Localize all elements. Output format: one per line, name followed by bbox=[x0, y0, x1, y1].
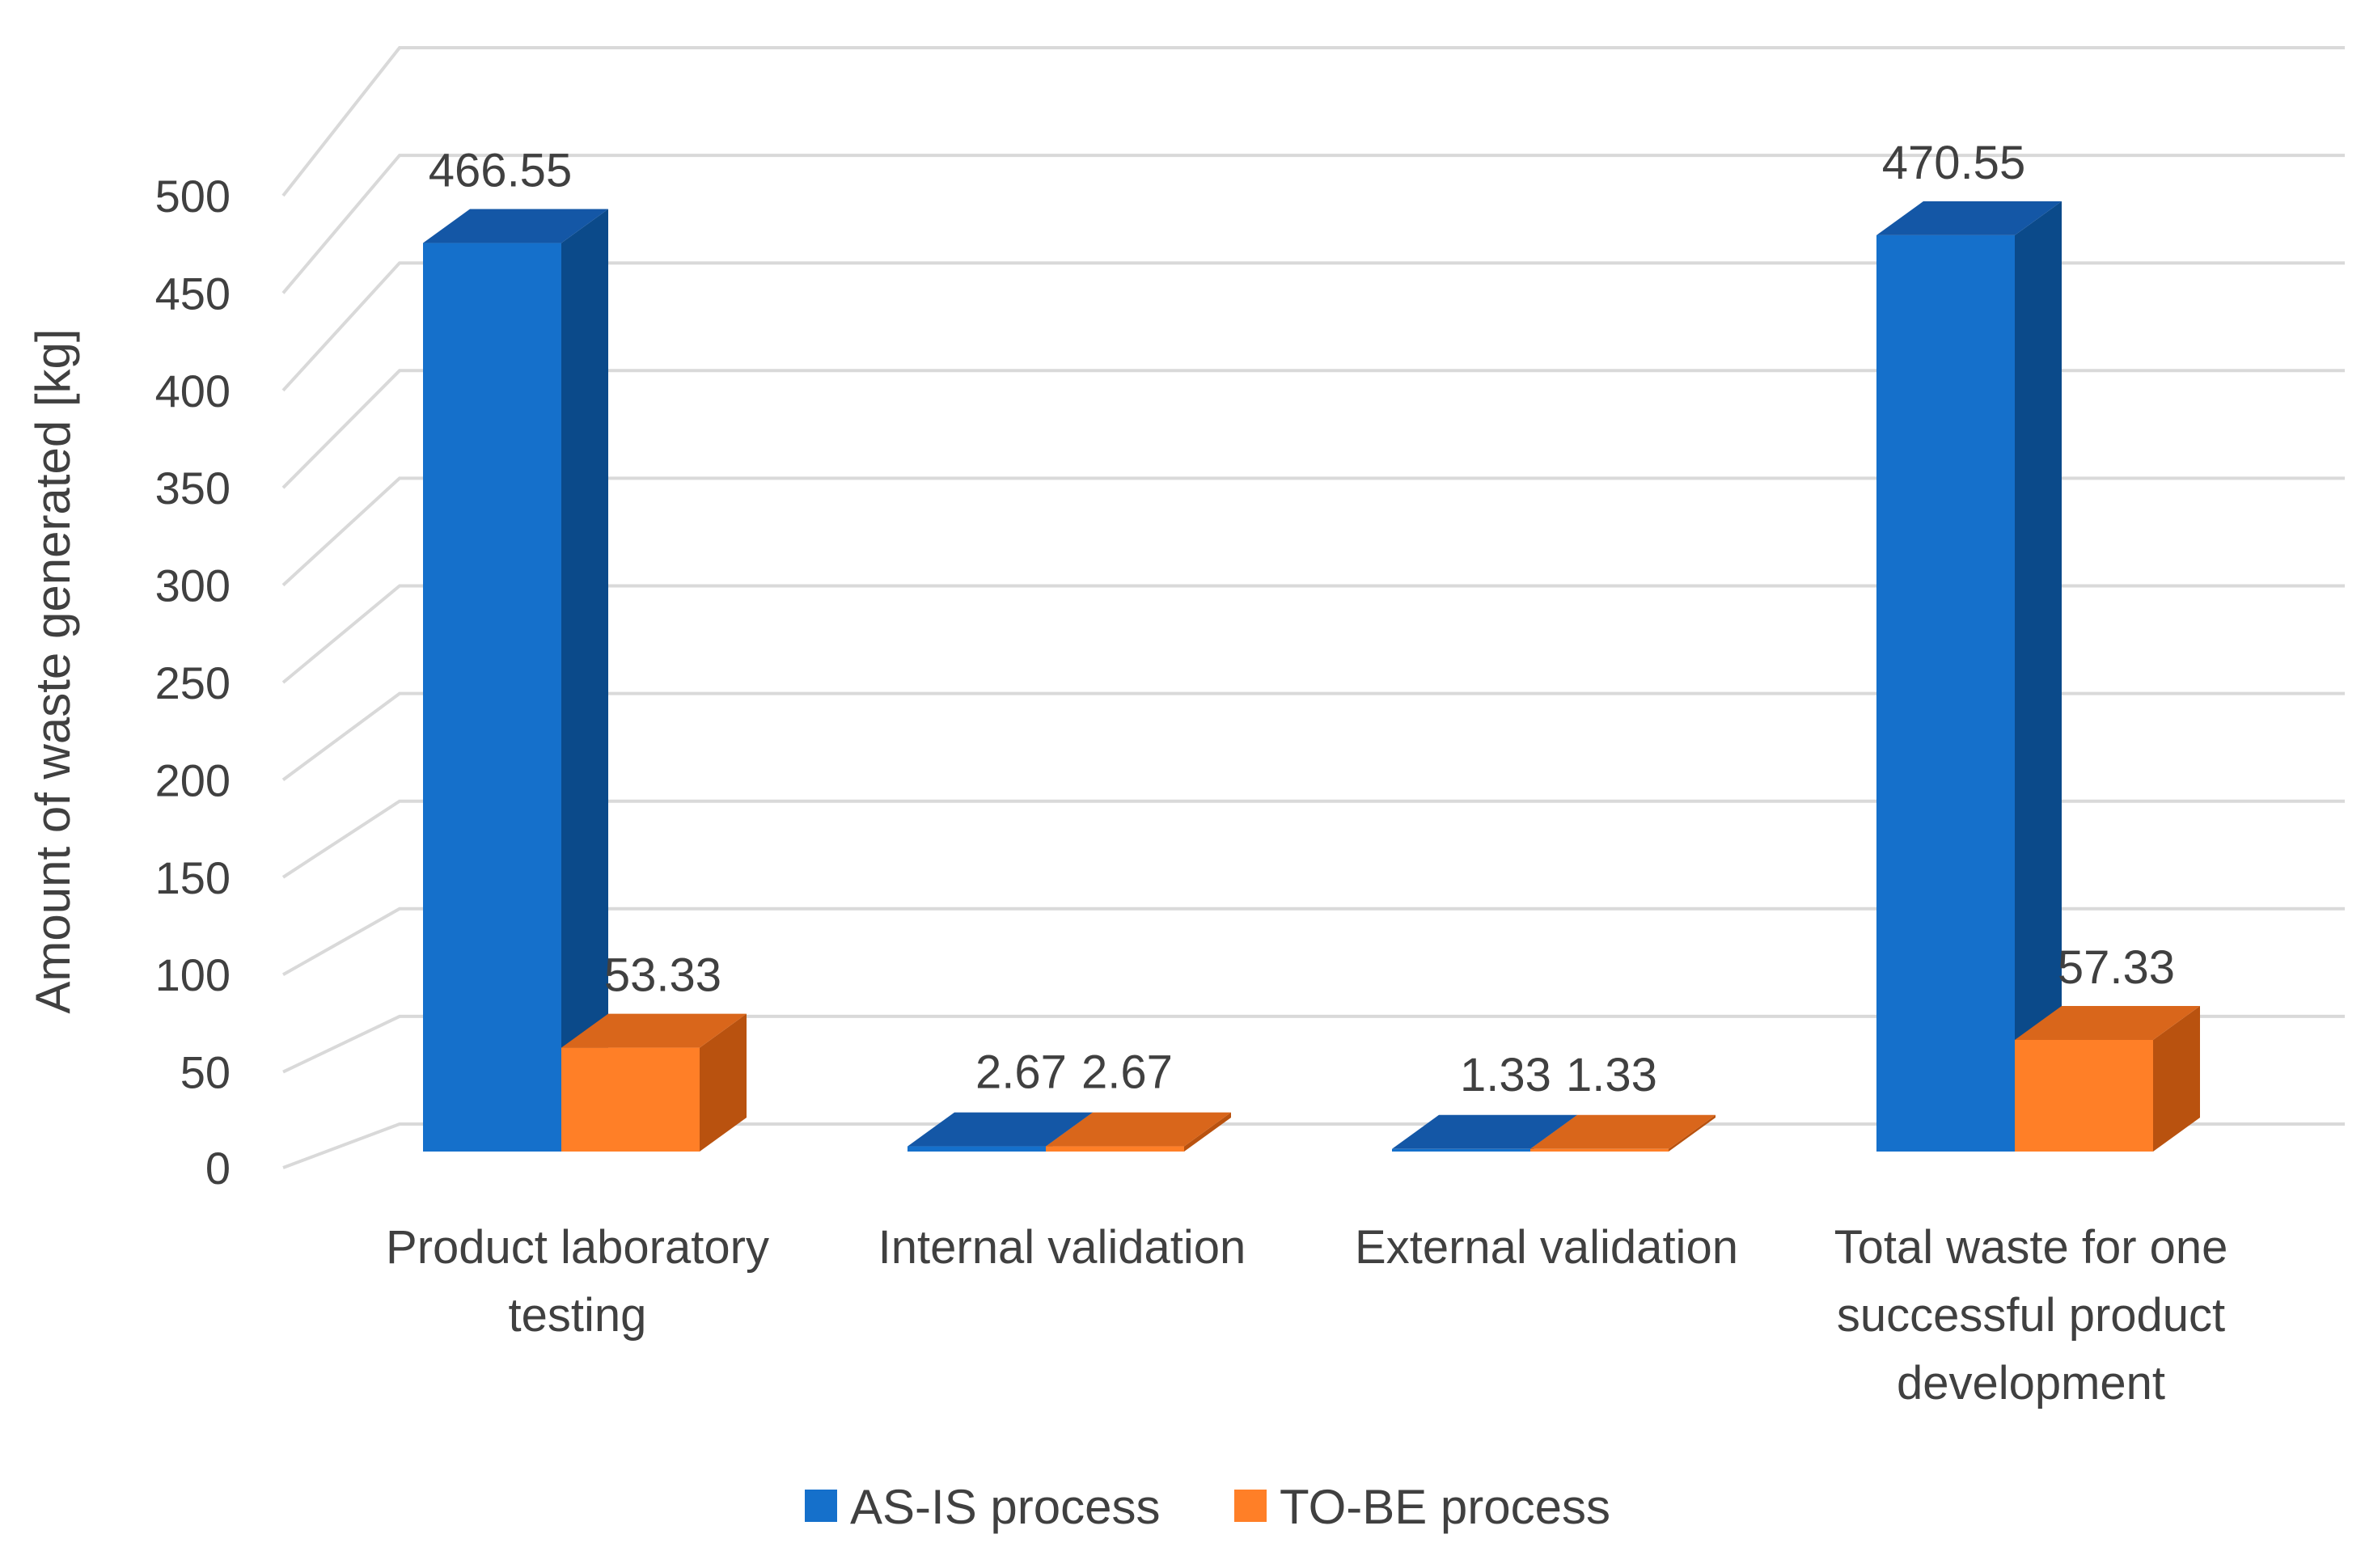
bar-top-face bbox=[561, 1013, 747, 1048]
gridline-200 bbox=[281, 691, 2345, 782]
bar-front-face bbox=[2015, 1039, 2153, 1152]
y-tick-label-150: 150 bbox=[155, 852, 231, 903]
bar-front-face bbox=[1530, 1148, 1669, 1152]
bar-top-face bbox=[1046, 1112, 1231, 1147]
gridline-150 bbox=[281, 799, 2345, 879]
legend-item-0[interactable]: AS-IS process bbox=[805, 1480, 1160, 1534]
bar-top-face bbox=[2015, 1005, 2200, 1040]
x-category-label-0: Product laboratory testing bbox=[386, 1221, 769, 1342]
y-tick-label-250: 250 bbox=[155, 657, 231, 708]
x-category-label-3: Total waste for one successful product dev… bbox=[1834, 1221, 2228, 1410]
y-tick-label-50: 50 bbox=[180, 1047, 231, 1098]
gridline-300 bbox=[281, 476, 2345, 587]
gridline-400 bbox=[281, 261, 2345, 392]
bar-top-face bbox=[1530, 1114, 1716, 1149]
gridlines bbox=[281, 46, 2345, 1169]
x-category-label-1: Internal validation bbox=[878, 1221, 1246, 1274]
bar-top-face bbox=[1392, 1114, 1577, 1149]
bar-front-face bbox=[908, 1146, 1046, 1152]
bar-front-face bbox=[1392, 1148, 1530, 1152]
y-tick-label-350: 350 bbox=[155, 463, 231, 514]
data-label-0-1: 2.67 bbox=[975, 1046, 1067, 1099]
y-tick-label-100: 100 bbox=[155, 949, 231, 1000]
bar-side-face bbox=[2153, 1005, 2200, 1152]
bar-side-face bbox=[700, 1013, 747, 1152]
data-label-0-2: 1.33 bbox=[1460, 1049, 1551, 1101]
bar-to-be-process-2[interactable] bbox=[1530, 1114, 1716, 1152]
bar-to-be-process-3[interactable] bbox=[2015, 1005, 2200, 1152]
legend: AS-IS process TO-BE process bbox=[805, 1480, 1610, 1534]
gridline-100 bbox=[282, 907, 2345, 976]
bar-as-is-process-0[interactable] bbox=[423, 209, 608, 1152]
y-tick-label-300: 300 bbox=[155, 560, 231, 611]
gridline-500 bbox=[281, 46, 2345, 197]
bar-front-face bbox=[561, 1047, 700, 1152]
bar-side-face bbox=[2015, 201, 2062, 1152]
gridline-250 bbox=[281, 584, 2345, 684]
data-label-1-3: 57.33 bbox=[2058, 941, 2175, 994]
bar-top-face bbox=[1876, 201, 2062, 235]
y-axis-title: Amount of waste generated [kg] bbox=[26, 328, 80, 1013]
bar-to-be-process-1[interactable] bbox=[1046, 1112, 1231, 1152]
legend-label: TO-BE process bbox=[1280, 1480, 1610, 1534]
bar-front-face bbox=[1876, 235, 2015, 1152]
bar-to-be-process-0[interactable] bbox=[561, 1013, 747, 1152]
bar-front-face bbox=[1046, 1146, 1184, 1152]
gridline-350 bbox=[281, 369, 2345, 489]
x-category-label-2: External validation bbox=[1355, 1221, 1738, 1274]
bar-top-face bbox=[908, 1112, 1093, 1147]
data-label-0-0: 466.55 bbox=[429, 145, 572, 197]
bar-as-is-process-3[interactable] bbox=[1876, 201, 2062, 1152]
gridline-50 bbox=[282, 1014, 2345, 1074]
data-label-1-1: 2.67 bbox=[1081, 1046, 1173, 1099]
bar-front-face bbox=[423, 243, 561, 1152]
bar-top-face bbox=[423, 209, 608, 243]
y-tick-label-500: 500 bbox=[155, 171, 231, 222]
legend-label: AS-IS process bbox=[850, 1480, 1160, 1534]
y-tick-label-400: 400 bbox=[155, 366, 231, 416]
data-label-1-0: 53.33 bbox=[604, 949, 721, 1002]
gridline-450 bbox=[281, 154, 2345, 294]
data-labels: 466.55 53.33 2.67 2.67 1.33 1.33 470.55 57.33 bbox=[429, 137, 2175, 1101]
bar-side-face bbox=[561, 209, 608, 1152]
y-tick-label-200: 200 bbox=[155, 754, 231, 805]
bars bbox=[423, 201, 2200, 1152]
legend-swatch bbox=[805, 1490, 837, 1522]
bar-side-face bbox=[1184, 1112, 1231, 1152]
data-label-1-2: 1.33 bbox=[1566, 1049, 1657, 1101]
y-tick-label-0: 0 bbox=[205, 1143, 231, 1194]
y-tick-label-450: 450 bbox=[155, 268, 231, 319]
legend-item-1[interactable]: TO-BE process bbox=[1234, 1480, 1610, 1534]
bar-side-face bbox=[1669, 1114, 1716, 1152]
axes: 0 50 100 150 200 250 300 350 400 450 500 Amount of … bbox=[26, 171, 2228, 1410]
legend-swatch bbox=[1234, 1490, 1267, 1522]
data-label-0-3: 470.55 bbox=[1882, 137, 2025, 189]
